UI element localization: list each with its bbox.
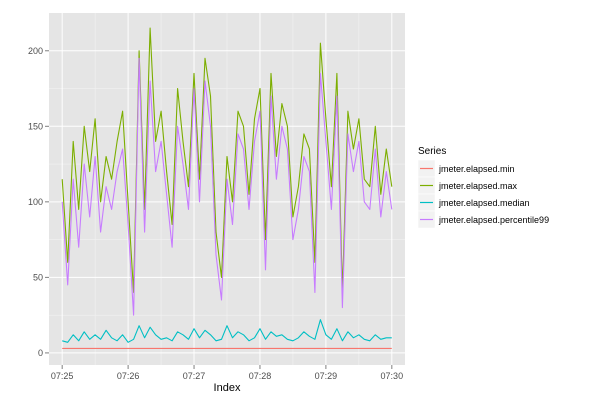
- y-tick-label: 100: [28, 197, 43, 207]
- series-line-jmeter-elapsed-percentile99: [61, 57, 393, 316]
- series-lines: [61, 27, 393, 349]
- legend-entry-label: jmeter.elapsed.percentile99: [438, 215, 549, 225]
- legend-entry-label: jmeter.elapsed.max: [438, 181, 518, 191]
- x-tick-label: 07:30: [381, 371, 404, 381]
- grid-major: [49, 13, 405, 365]
- legend-title: Series: [418, 146, 446, 157]
- x-tick-label: 07:29: [315, 371, 338, 381]
- y-tick-label: 50: [33, 272, 43, 282]
- legend-entry-label: jmeter.elapsed.min: [438, 164, 515, 174]
- x-axis: 07:25 07:26 07:27 07:28 07:29 07:30: [51, 365, 403, 381]
- series-line-jmeter-elapsed-max: [61, 27, 393, 294]
- x-tick-label: 07:25: [51, 371, 74, 381]
- legend: Series jmeter.elapsed.minjmeter.elapsed.…: [417, 146, 549, 229]
- y-tick-label: 0: [38, 348, 43, 358]
- x-axis-title: Index: [214, 382, 241, 394]
- x-tick-label: 07:26: [117, 371, 140, 381]
- y-axis: 0 50 100 150 200: [28, 46, 49, 358]
- y-tick-label: 200: [28, 46, 43, 56]
- x-tick-label: 07:28: [249, 371, 272, 381]
- legend-entries: jmeter.elapsed.min jmeter.elapsed.max jmet…: [417, 159, 549, 229]
- x-tick-label: 07:27: [183, 371, 206, 381]
- series-line-jmeter-elapsed-median: [62, 319, 392, 343]
- y-tick-label: 150: [28, 121, 43, 131]
- legend-entry-label: jmeter.elapsed.median: [438, 198, 530, 208]
